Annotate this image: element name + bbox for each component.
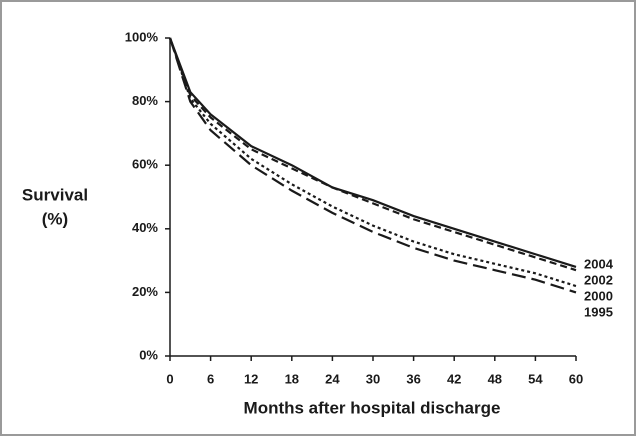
legend-label: 2000: [584, 288, 613, 303]
y-axis-title: Survival: [22, 185, 88, 204]
y-tick-label: 80%: [132, 93, 158, 108]
x-tick-label: 60: [569, 371, 583, 386]
x-tick-label: 6: [207, 371, 214, 386]
y-tick-label: 100%: [125, 29, 159, 44]
series-line: [168, 37, 577, 272]
legend-label: 2004: [584, 256, 614, 271]
x-tick-label: 18: [285, 371, 299, 386]
legend-label: 1995: [584, 304, 613, 319]
x-tick-label: 30: [366, 371, 380, 386]
y-tick-label: 0%: [139, 347, 158, 362]
x-tick-label: 54: [528, 371, 543, 386]
x-tick-label: 0: [166, 371, 173, 386]
x-tick-label: 42: [447, 371, 461, 386]
x-axis-title: Months after hospital discharge: [244, 398, 501, 417]
series-line: [168, 37, 577, 294]
x-tick-label: 36: [406, 371, 420, 386]
series-line: [168, 37, 577, 269]
x-tick-label: 48: [488, 371, 502, 386]
y-tick-label: 20%: [132, 284, 158, 299]
y-axis-title: (%): [42, 209, 68, 228]
y-tick-label: 60%: [132, 157, 158, 172]
x-tick-label: 24: [325, 371, 340, 386]
y-tick-label: 40%: [132, 220, 158, 235]
legend-label: 2002: [584, 272, 613, 287]
series-line: [168, 37, 577, 288]
x-tick-label: 12: [244, 371, 258, 386]
